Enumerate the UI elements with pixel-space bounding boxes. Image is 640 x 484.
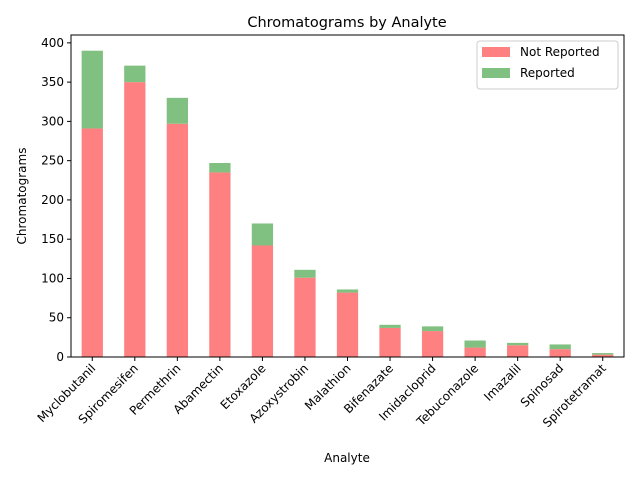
bar-1-5 [294,269,316,278]
y-tick-label-2: 100 [41,271,64,285]
bar-0-0 [81,128,103,357]
bar-0-8 [421,331,444,357]
y-tick-label-4: 200 [41,193,64,207]
y-tick-label-8: 400 [41,36,64,50]
bar-1-3 [209,163,231,173]
bar-1-2 [166,97,188,124]
bar-1-0 [81,50,103,129]
bar-1-1 [124,65,146,83]
legend-swatch-0 [482,47,510,57]
x-axis-label: Analyte [324,451,370,465]
bar-1-7 [379,324,401,328]
y-tick-label-5: 250 [41,154,64,168]
plot-frame [70,34,625,358]
bar-1-11 [549,344,571,350]
y-tick-label-7: 350 [41,75,64,89]
legend: Not Reported Reported [476,40,619,90]
bar-0-6 [336,292,359,357]
y-tick-label-6: 300 [41,114,64,128]
y-tick-label-0: 0 [56,350,64,364]
bar-1-12 [592,353,614,355]
bar-0-7 [379,327,401,357]
y-tick-label-3: 150 [41,232,64,246]
bar-0-4 [251,245,274,357]
x-tick-label-10: Imazalil [481,361,524,404]
bar-1-6 [336,289,359,293]
bar-0-1 [124,82,146,357]
legend-label-1: Reported [520,66,575,80]
bar-0-9 [464,347,486,357]
bars-layer [81,50,614,357]
bar-0-2 [166,123,188,357]
bar-1-4 [251,223,274,246]
bar-1-8 [421,326,444,332]
bar-0-5 [294,277,316,357]
legend-label-0: Not Reported [520,45,600,59]
y-tick-label-1: 50 [49,311,64,325]
chart-title: Chromatograms by Analyte [247,15,446,31]
bar-0-10 [507,345,529,357]
legend-box [476,40,619,90]
bar-0-11 [549,349,571,357]
y-axis: 0 50 100 150 200 250 300 350 400 [41,36,71,364]
bar-1-10 [507,342,529,346]
bar-0-3 [209,172,231,357]
y-axis-label: Chromatograms [15,148,29,245]
bar-1-9 [464,340,486,348]
x-axis: MyclobutanilSpiromesifenPermethrinAbamec… [35,357,609,430]
legend-swatch-1 [482,68,510,78]
bar-0-12 [592,354,614,357]
